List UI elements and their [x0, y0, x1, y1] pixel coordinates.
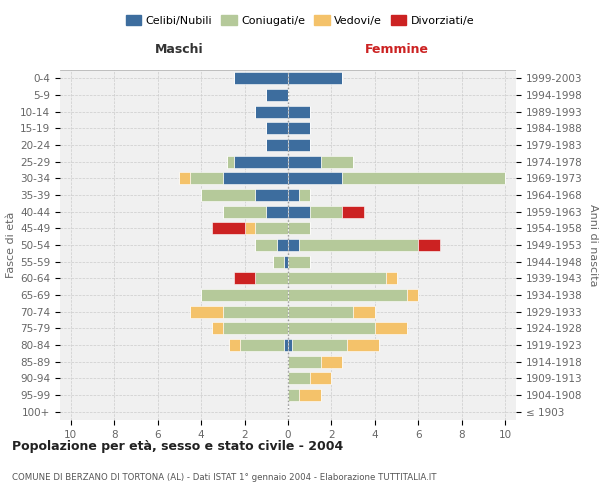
Bar [386, 272, 397, 284]
Bar [288, 72, 342, 85]
Bar [266, 139, 288, 151]
Bar [407, 289, 418, 301]
Bar [299, 389, 320, 401]
Bar [212, 322, 223, 334]
Bar [288, 272, 386, 284]
Bar [288, 122, 310, 134]
Bar [288, 139, 310, 151]
Bar [342, 206, 364, 218]
Bar [347, 339, 379, 351]
Bar [266, 122, 288, 134]
Bar [190, 172, 223, 184]
Bar [284, 339, 288, 351]
Bar [320, 156, 353, 168]
Bar [234, 272, 256, 284]
Bar [320, 356, 342, 368]
Bar [273, 256, 284, 268]
Bar [190, 306, 223, 318]
Bar [342, 172, 505, 184]
Bar [240, 339, 284, 351]
Bar [292, 339, 347, 351]
Bar [245, 222, 256, 234]
Bar [256, 222, 288, 234]
Bar [288, 222, 310, 234]
Y-axis label: Fasce di età: Fasce di età [6, 212, 16, 278]
Bar [288, 189, 299, 201]
Bar [256, 189, 288, 201]
Bar [288, 356, 320, 368]
Legend: Celibi/Nubili, Coniugati/e, Vedovi/e, Divorziati/e: Celibi/Nubili, Coniugati/e, Vedovi/e, Di… [121, 10, 479, 30]
Bar [288, 389, 299, 401]
Bar [266, 89, 288, 101]
Bar [212, 222, 245, 234]
Bar [256, 272, 288, 284]
Bar [288, 206, 310, 218]
Bar [284, 256, 288, 268]
Y-axis label: Anni di nascita: Anni di nascita [588, 204, 598, 286]
Bar [227, 156, 234, 168]
Bar [288, 289, 407, 301]
Bar [256, 239, 277, 251]
Text: Maschi: Maschi [155, 43, 204, 56]
Bar [288, 172, 342, 184]
Bar [310, 206, 342, 218]
Bar [234, 72, 288, 85]
Bar [299, 239, 418, 251]
Bar [310, 372, 331, 384]
Bar [229, 339, 240, 351]
Bar [266, 206, 288, 218]
Bar [223, 172, 288, 184]
Bar [223, 206, 266, 218]
Bar [201, 289, 288, 301]
Text: COMUNE DI BERZANO DI TORTONA (AL) - Dati ISTAT 1° gennaio 2004 - Elaborazione TU: COMUNE DI BERZANO DI TORTONA (AL) - Dati… [12, 473, 437, 482]
Bar [299, 189, 310, 201]
Bar [375, 322, 407, 334]
Bar [223, 322, 288, 334]
Text: Popolazione per età, sesso e stato civile - 2004: Popolazione per età, sesso e stato civil… [12, 440, 343, 453]
Bar [288, 239, 299, 251]
Bar [288, 256, 310, 268]
Bar [223, 306, 288, 318]
Bar [288, 339, 292, 351]
Bar [353, 306, 375, 318]
Bar [256, 106, 288, 118]
Bar [418, 239, 440, 251]
Bar [277, 239, 288, 251]
Bar [234, 156, 288, 168]
Bar [288, 306, 353, 318]
Bar [288, 156, 320, 168]
Bar [288, 322, 375, 334]
Bar [288, 372, 310, 384]
Bar [288, 106, 310, 118]
Bar [201, 189, 256, 201]
Bar [179, 172, 190, 184]
Text: Femmine: Femmine [365, 43, 428, 56]
